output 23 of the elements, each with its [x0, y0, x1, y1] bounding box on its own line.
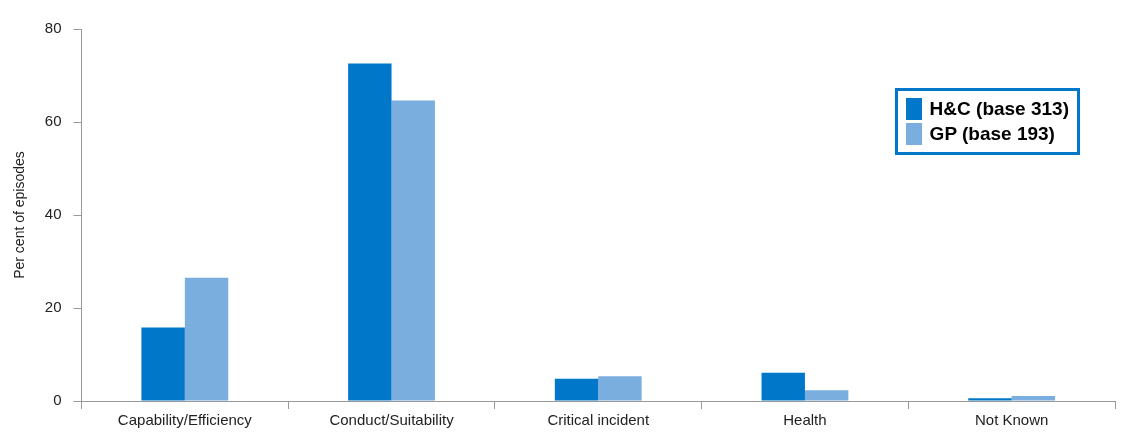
- x-tick-label: Critical incident: [547, 411, 650, 429]
- bar: [348, 63, 392, 401]
- x-tick-label: Conduct/Suitability: [329, 411, 455, 429]
- bar: [554, 378, 599, 401]
- y-tick-label: 60: [44, 112, 62, 130]
- bar: [598, 376, 642, 401]
- y-axis-title: Per cent of episodes: [11, 151, 28, 279]
- bar: [391, 100, 435, 401]
- bar: [968, 398, 1012, 401]
- y-tick-label: 20: [44, 298, 62, 316]
- y-tick-label: 40: [44, 205, 62, 223]
- x-tick-label: Health: [783, 411, 827, 429]
- y-tick-label: 80: [44, 19, 62, 37]
- bar: [141, 327, 185, 401]
- legend-label: GP (base 193): [929, 123, 1055, 145]
- legend-label: H&C (base 313): [929, 98, 1069, 120]
- bar: [804, 390, 849, 401]
- x-tick-label: Not Known: [974, 411, 1049, 429]
- x-tick-label: Capability/Efficiency: [117, 411, 253, 429]
- bar: [184, 277, 229, 401]
- bar: [1011, 395, 1056, 401]
- bar: [761, 372, 805, 401]
- y-tick-label: 0: [53, 391, 62, 409]
